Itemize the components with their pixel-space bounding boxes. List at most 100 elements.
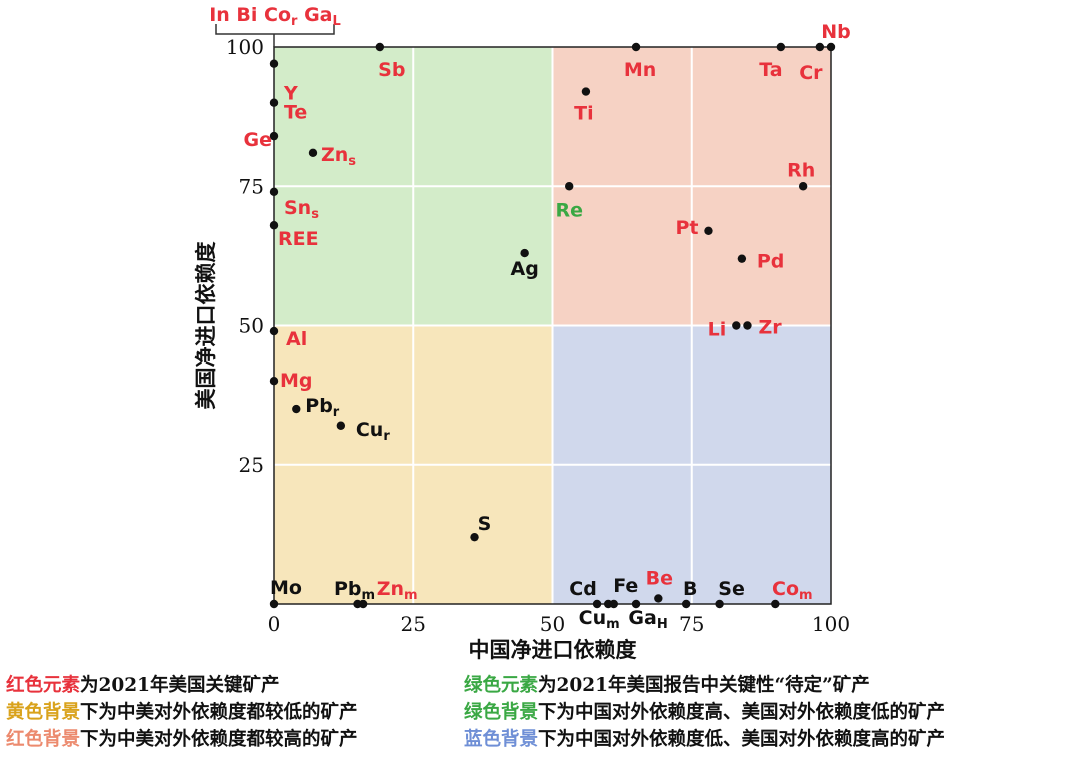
legend-key: 红色背景 <box>6 729 81 750</box>
point-label: Pbr <box>305 395 340 420</box>
legend-item-red-elements: 红色元素为2021年美国关键矿产 <box>6 672 464 699</box>
point-label: Pt <box>675 217 698 239</box>
data-point <box>826 42 836 52</box>
data-point <box>631 42 641 52</box>
bracket-label: In Bi Cor GaL <box>209 4 341 29</box>
point-label: S <box>478 513 492 535</box>
data-point <box>470 532 479 542</box>
point-label: Al <box>286 328 307 350</box>
data-point <box>292 404 301 414</box>
legend-text: 为2021年美国报告中关键性“待定”矿产 <box>538 675 870 696</box>
point-label: GaH <box>628 607 667 632</box>
data-point <box>815 42 825 52</box>
legend-key: 绿色背景 <box>464 702 539 723</box>
point-label: Mo <box>270 577 302 599</box>
data-point <box>798 182 808 191</box>
legend-item-blue-bg: 蓝色背景下为中国对外依赖度低、美国对外依赖度高的矿产 <box>464 726 1080 753</box>
data-point <box>631 599 641 609</box>
data-point <box>743 321 752 330</box>
legend-item-yellow-bg: 黄色背景下为中美对外依赖度都较低的矿产 <box>6 699 464 726</box>
data-point <box>269 98 279 107</box>
point-label: Zr <box>758 317 782 339</box>
data-point <box>704 226 713 236</box>
legend-key: 红色元素 <box>6 675 81 696</box>
point-label: Rh <box>787 159 815 181</box>
point-label: Znm <box>377 578 418 603</box>
legend-item-salmon-bg: 红色背景下为中美对外依赖度都较高的矿产 <box>6 726 464 753</box>
data-point <box>336 421 346 430</box>
x-tick-label: 25 <box>401 612 426 636</box>
x-axis-title: 中国净进口依赖度 <box>469 637 637 662</box>
point-label: Cum <box>579 607 620 632</box>
x-tick-label: 75 <box>679 612 704 636</box>
y-axis-title: 美国净进口依赖度 <box>193 242 218 410</box>
point-label: Te <box>284 102 307 124</box>
data-point <box>269 221 279 230</box>
data-point <box>269 377 279 386</box>
data-point <box>375 42 385 52</box>
point-label: Nb <box>821 21 851 43</box>
point-label: Sb <box>378 59 405 81</box>
legend-text: 下为中美对外依赖度都较低的矿产 <box>80 702 358 723</box>
data-point <box>681 599 691 609</box>
legend: 红色元素为2021年美国关键矿产 绿色元素为2021年美国报告中关键性“待定”矿… <box>6 672 1080 753</box>
legend-item-green-bg: 绿色背景下为中国对外依赖度高、美国对外依赖度低的矿产 <box>464 699 1080 726</box>
data-point <box>732 321 741 330</box>
point-label: REE <box>278 228 319 250</box>
data-point <box>358 599 368 609</box>
y-tick-label: 25 <box>239 453 264 477</box>
plot-frame <box>273 46 832 605</box>
data-point <box>715 599 724 609</box>
x-tick-label: 50 <box>540 612 565 636</box>
point-label: Pbm <box>334 578 375 603</box>
x-tick-label: 100 <box>812 612 850 636</box>
data-point <box>609 599 618 609</box>
data-point <box>269 131 279 141</box>
legend-text: 下为中国对外依赖度高、美国对外依赖度低的矿产 <box>538 702 946 723</box>
data-point <box>269 187 279 197</box>
data-point <box>581 87 591 96</box>
data-point <box>592 599 602 609</box>
data-point <box>269 59 279 68</box>
data-point <box>269 599 279 609</box>
legend-text: 为2021年美国关键矿产 <box>80 675 280 696</box>
legend-item-green-elements: 绿色元素为2021年美国报告中关键性“待定”矿产 <box>464 672 1080 699</box>
point-label: B <box>683 578 697 600</box>
point-label: Mn <box>624 59 656 81</box>
legend-text: 下为中美对外依赖度都较高的矿产 <box>80 729 358 750</box>
point-label: Com <box>772 578 813 603</box>
point-label: Sns <box>284 197 319 222</box>
point-label: Cd <box>569 578 597 600</box>
data-point <box>520 248 529 258</box>
legend-key: 绿色元素 <box>464 675 539 696</box>
y-tick-label: 100 <box>226 35 264 59</box>
point-label: Ta <box>759 59 782 81</box>
point-label: Cur <box>356 419 390 444</box>
point-label: Cr <box>799 62 823 84</box>
legend-text: 下为中国对外依赖度低、美国对外依赖度高的矿产 <box>538 729 946 750</box>
data-point <box>565 182 574 191</box>
scatter-chart: 0 25 50 75 100 25 50 75 100 中国净进口依赖度 美国净进口依赖度 In Bi… <box>193 4 851 662</box>
y-tick-label: 75 <box>239 174 264 198</box>
point-label: Se <box>718 578 745 600</box>
point-label: Re <box>555 199 583 221</box>
data-point <box>737 254 747 263</box>
data-point <box>654 594 663 603</box>
bracket-line <box>215 24 335 35</box>
point-label: Y <box>283 83 298 105</box>
point-label: Li <box>708 319 727 341</box>
data-point <box>776 42 786 52</box>
data-point <box>771 599 780 609</box>
point-label: Be <box>646 567 673 589</box>
point-label: Zns <box>321 144 356 169</box>
data-point <box>269 326 279 336</box>
y-tick-label: 50 <box>239 314 264 338</box>
point-label: Ti <box>574 103 593 125</box>
legend-key: 蓝色背景 <box>464 729 539 750</box>
point-label: Ge <box>244 129 272 151</box>
point-label: Fe <box>613 575 638 597</box>
point-label: Ag <box>510 258 538 280</box>
x-tick-label: 0 <box>268 612 281 636</box>
legend-key: 黄色背景 <box>6 702 81 723</box>
point-label: Pd <box>757 251 785 273</box>
